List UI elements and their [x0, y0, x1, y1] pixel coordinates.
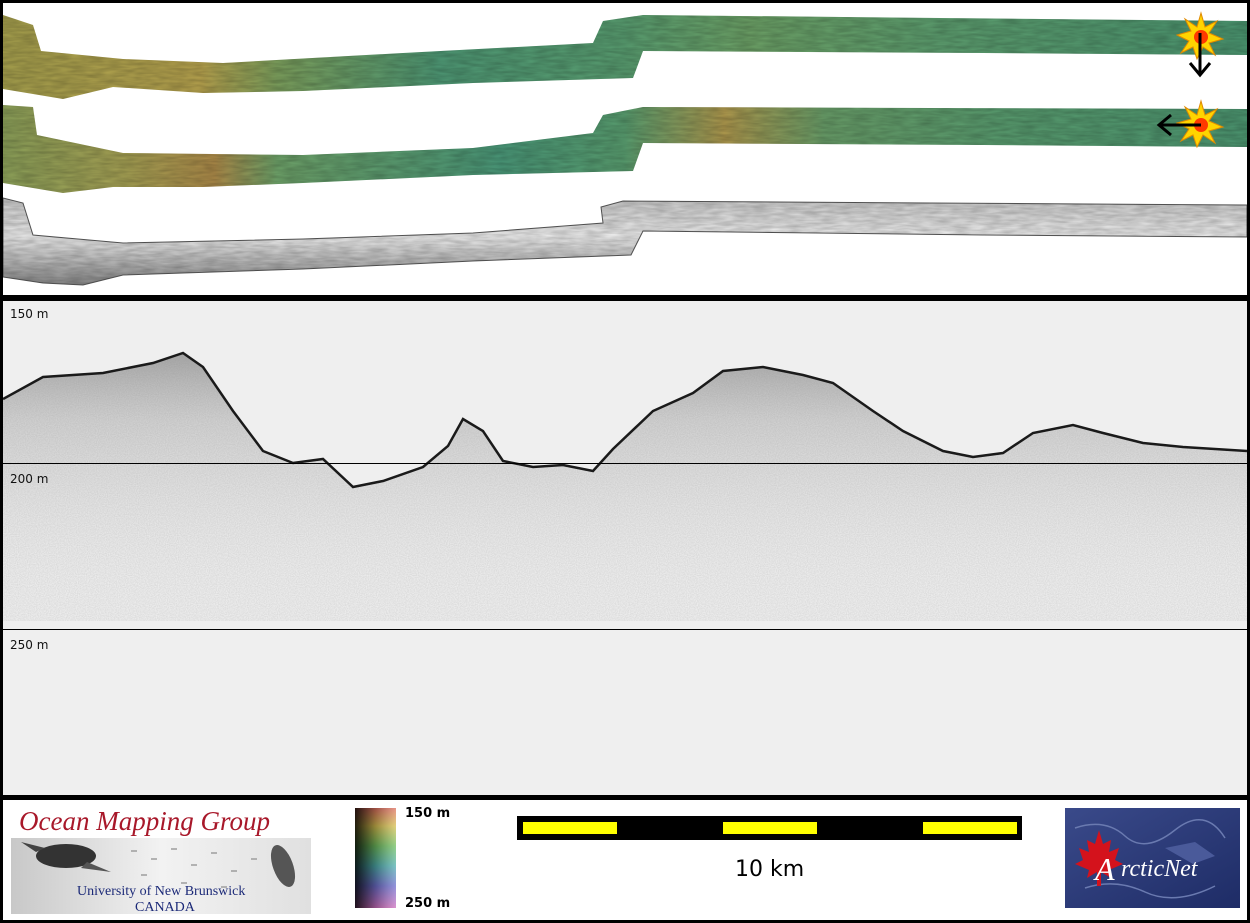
swath-map-panel — [3, 3, 1247, 295]
scale-bar-segment — [523, 822, 617, 834]
arrow-left-icon — [1156, 113, 1201, 137]
arrow-down-icon — [1188, 33, 1212, 78]
ogm-logo-graphic — [11, 838, 311, 914]
arcticnet-logo-text: rcticNet — [1121, 856, 1199, 882]
ogm-subtitle-country: CANADA — [135, 900, 195, 915]
bathymetry-strip-1-relief — [3, 15, 1247, 99]
ogm-subtitle-university: University of New Brunswick — [77, 884, 246, 899]
echogram — [3, 351, 1247, 621]
depth-label-150: 150 m — [10, 307, 49, 321]
depth-colorbar — [355, 808, 396, 908]
depth-line-200 — [3, 463, 1247, 464]
colorbar-label-bottom: 250 m — [405, 896, 451, 911]
depth-label-200: 200 m — [10, 472, 49, 486]
swath-strips — [3, 11, 1247, 286]
colorbar-label-top: 150 m — [405, 806, 451, 821]
seafloor-reflector — [3, 351, 1247, 489]
scale-bar-label: 10 km — [735, 857, 805, 882]
ogm-title: Ocean Mapping Group — [19, 806, 270, 836]
depth-line-250 — [3, 629, 1247, 630]
subbottom-profile-panel: 150 m 200 m 250 m — [3, 301, 1247, 795]
backscatter-strip-texture — [3, 198, 1247, 285]
maple-leaf-icon — [1075, 830, 1123, 886]
footer-panel: Ocean Mapping Group University of New Br… — [3, 800, 1247, 920]
bathymetry-strip-2-relief — [3, 105, 1247, 193]
sediment-speckle — [3, 353, 1247, 621]
scale-bar — [517, 816, 1022, 840]
depth-label-250: 250 m — [10, 638, 49, 652]
scale-bar-segment — [923, 822, 1017, 834]
scale-bar-segment — [723, 822, 817, 834]
arcticnet-logo-text-a: A — [1093, 851, 1115, 887]
arcticnet-logo: A rcticNet — [1065, 808, 1240, 908]
